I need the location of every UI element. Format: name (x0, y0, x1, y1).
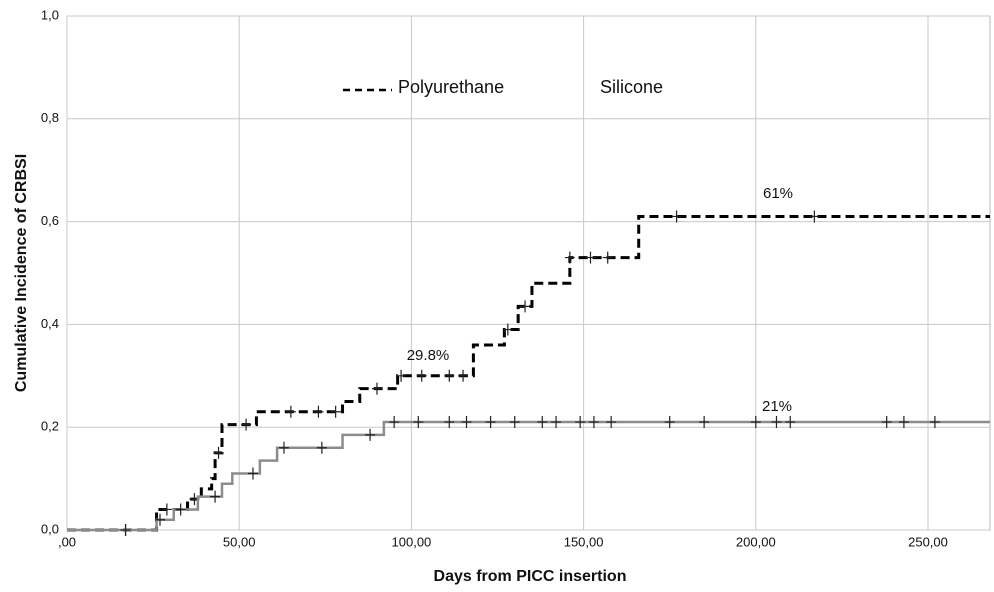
censor-mark (564, 251, 575, 264)
censor-mark (444, 416, 455, 429)
x-tick-label: 50,00 (223, 534, 256, 549)
censor-mark (389, 416, 400, 429)
censor-mark (929, 416, 940, 429)
censor-mark (461, 416, 472, 429)
y-tick-label: 0,8 (41, 110, 59, 125)
censor-mark (585, 251, 596, 264)
censor-mark (154, 513, 165, 526)
y-tick-label: 0,2 (41, 419, 59, 434)
annotation: 29.8% (407, 347, 450, 364)
censor-mark (247, 467, 258, 480)
censor-mark (671, 210, 682, 223)
censor-mark (241, 418, 252, 431)
censor-mark (602, 251, 613, 264)
censor-mark (175, 503, 186, 516)
x-tick-label: 200,00 (736, 534, 776, 549)
y-tick-label: 1,0 (41, 7, 59, 22)
plot-area (66, 15, 991, 531)
censor-mark (898, 416, 909, 429)
censor-mark (881, 416, 892, 429)
y-axis-title: Cumulative Incidence of CRBSI (13, 154, 30, 392)
censor-mark (161, 503, 172, 516)
censor-mark (413, 416, 424, 429)
x-tick-label: ,00 (58, 534, 76, 549)
censor-mark (664, 416, 675, 429)
censor-mark (444, 369, 455, 382)
censor-mark (771, 416, 782, 429)
y-tick-label: 0,4 (41, 316, 59, 331)
censor-mark (330, 405, 341, 418)
censor-mark (120, 524, 131, 536)
x-axis-title: Days from PICC insertion (434, 568, 627, 585)
censor-mark (416, 369, 427, 382)
x-tick-label: 250,00 (908, 534, 948, 549)
censor-mark (485, 416, 496, 429)
censor-mark (588, 416, 599, 429)
censor-mark (809, 210, 820, 223)
censor-mark (575, 416, 586, 429)
step-line (67, 214, 990, 532)
censor-mark (537, 416, 548, 429)
censor-mark (551, 416, 562, 429)
censor-mark (699, 416, 710, 429)
censor-mark (285, 405, 296, 418)
annotation: 21% (762, 398, 792, 415)
censor-mark (520, 300, 531, 313)
censor-mark (278, 441, 289, 454)
censor-mark (210, 490, 221, 503)
censor-mark (365, 428, 376, 441)
censor-mark (371, 382, 382, 395)
legend-label: Polyurethane (398, 77, 504, 97)
step-line (67, 420, 990, 532)
censor-mark (396, 369, 407, 382)
censor-mark (606, 416, 617, 429)
censor-mark (458, 369, 469, 382)
censor-mark (785, 416, 796, 429)
annotation: 61% (763, 185, 793, 202)
censor-mark (313, 405, 324, 418)
y-tick-label: 0,6 (41, 213, 59, 228)
legend-label: Silicone (600, 77, 663, 97)
censor-mark (509, 416, 520, 429)
x-tick-label: 150,00 (564, 534, 604, 549)
x-tick-label: 100,00 (392, 534, 432, 549)
y-tick-label: 0,0 (41, 521, 59, 536)
censor-mark (502, 323, 513, 336)
censor-mark (750, 416, 761, 429)
censor-mark (316, 441, 327, 454)
censor-mark (213, 446, 224, 459)
